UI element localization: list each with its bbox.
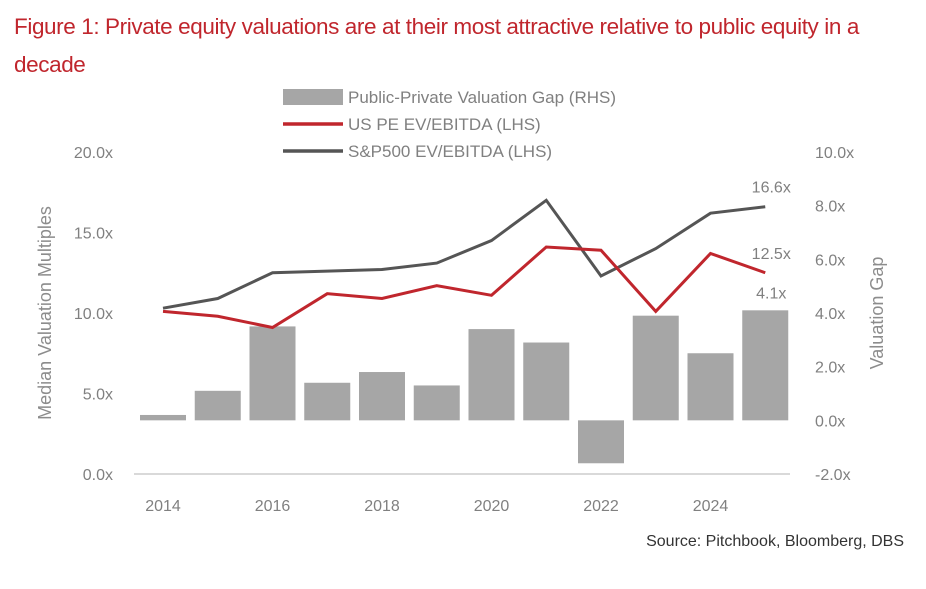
sp500-line [162, 198, 766, 310]
legend-item: S&P500 EV/EBITDA (LHS) [283, 142, 552, 161]
right-tick-label: 8.0x [815, 199, 845, 216]
left-axis-title: Median Valuation Multiples [35, 206, 55, 420]
right-tick-label: 10.0x [815, 145, 854, 162]
data-labels: 16.6x 12.5x 4.1x [752, 180, 791, 303]
source-note: Source: Pitchbook, Bloomberg, DBS [646, 533, 904, 550]
right-tick-label: 0.0x [815, 413, 845, 430]
bar-2019 [413, 385, 460, 421]
bar-2014 [140, 414, 186, 421]
left-tick-label: 10.0x [74, 306, 113, 323]
x-tick-label: 2016 [255, 498, 291, 515]
right-axis-ticks: -2.0x 0.0x 2.0x 4.0x 6.0x 8.0x 10.0x [815, 145, 854, 484]
legend-label: Public-Private Valuation Gap (RHS) [348, 88, 616, 107]
right-tick-label: 2.0x [815, 360, 845, 377]
bar-2015 [194, 390, 241, 421]
bar-series [140, 310, 789, 464]
x-tick-label: 2020 [474, 498, 510, 515]
x-tick-label: 2018 [364, 498, 400, 515]
chart-title: Figure 1: Private equity valuations are … [14, 14, 859, 77]
data-label: 4.1x [756, 285, 786, 302]
bar-2024 [687, 353, 734, 421]
bar-2018 [359, 372, 405, 421]
x-axis-ticks: 2014 2016 2018 2020 2022 2024 [145, 498, 728, 515]
right-tick-label: -2.0x [815, 467, 851, 484]
left-tick-label: 5.0x [83, 387, 113, 404]
legend-item: Public-Private Valuation Gap (RHS) [283, 88, 616, 107]
bar-2017 [304, 382, 351, 421]
right-tick-label: 4.0x [815, 306, 845, 323]
legend: Public-Private Valuation Gap (RHS) US PE … [283, 88, 616, 161]
x-tick-label: 2024 [693, 498, 729, 515]
bar-2023 [632, 315, 679, 421]
legend-label: US PE EV/EBITDA (LHS) [348, 115, 541, 134]
left-tick-label: 0.0x [83, 467, 113, 484]
line-series [162, 198, 766, 330]
legend-swatch-bar [283, 89, 343, 105]
left-tick-label: 15.0x [74, 226, 113, 243]
data-label: 16.6x [752, 180, 791, 197]
legend-label: S&P500 EV/EBITDA (LHS) [348, 142, 552, 161]
x-tick-label: 2022 [583, 498, 619, 515]
left-axis-ticks: 0.0x 5.0x 10.0x 15.0x 20.0x [74, 145, 113, 484]
data-label: 12.5x [752, 246, 791, 263]
us-pe-line [162, 245, 766, 330]
legend-item: US PE EV/EBITDA (LHS) [283, 115, 541, 134]
bar-2016 [249, 326, 296, 421]
right-axis-title: Valuation Gap [867, 257, 887, 370]
right-tick-label: 6.0x [815, 252, 845, 269]
bar-2025 [742, 310, 789, 421]
bar-2022 [578, 420, 624, 464]
bar-2021 [523, 342, 570, 421]
bar-2020 [468, 329, 515, 421]
left-tick-label: 20.0x [74, 145, 113, 162]
x-tick-label: 2014 [145, 498, 181, 515]
